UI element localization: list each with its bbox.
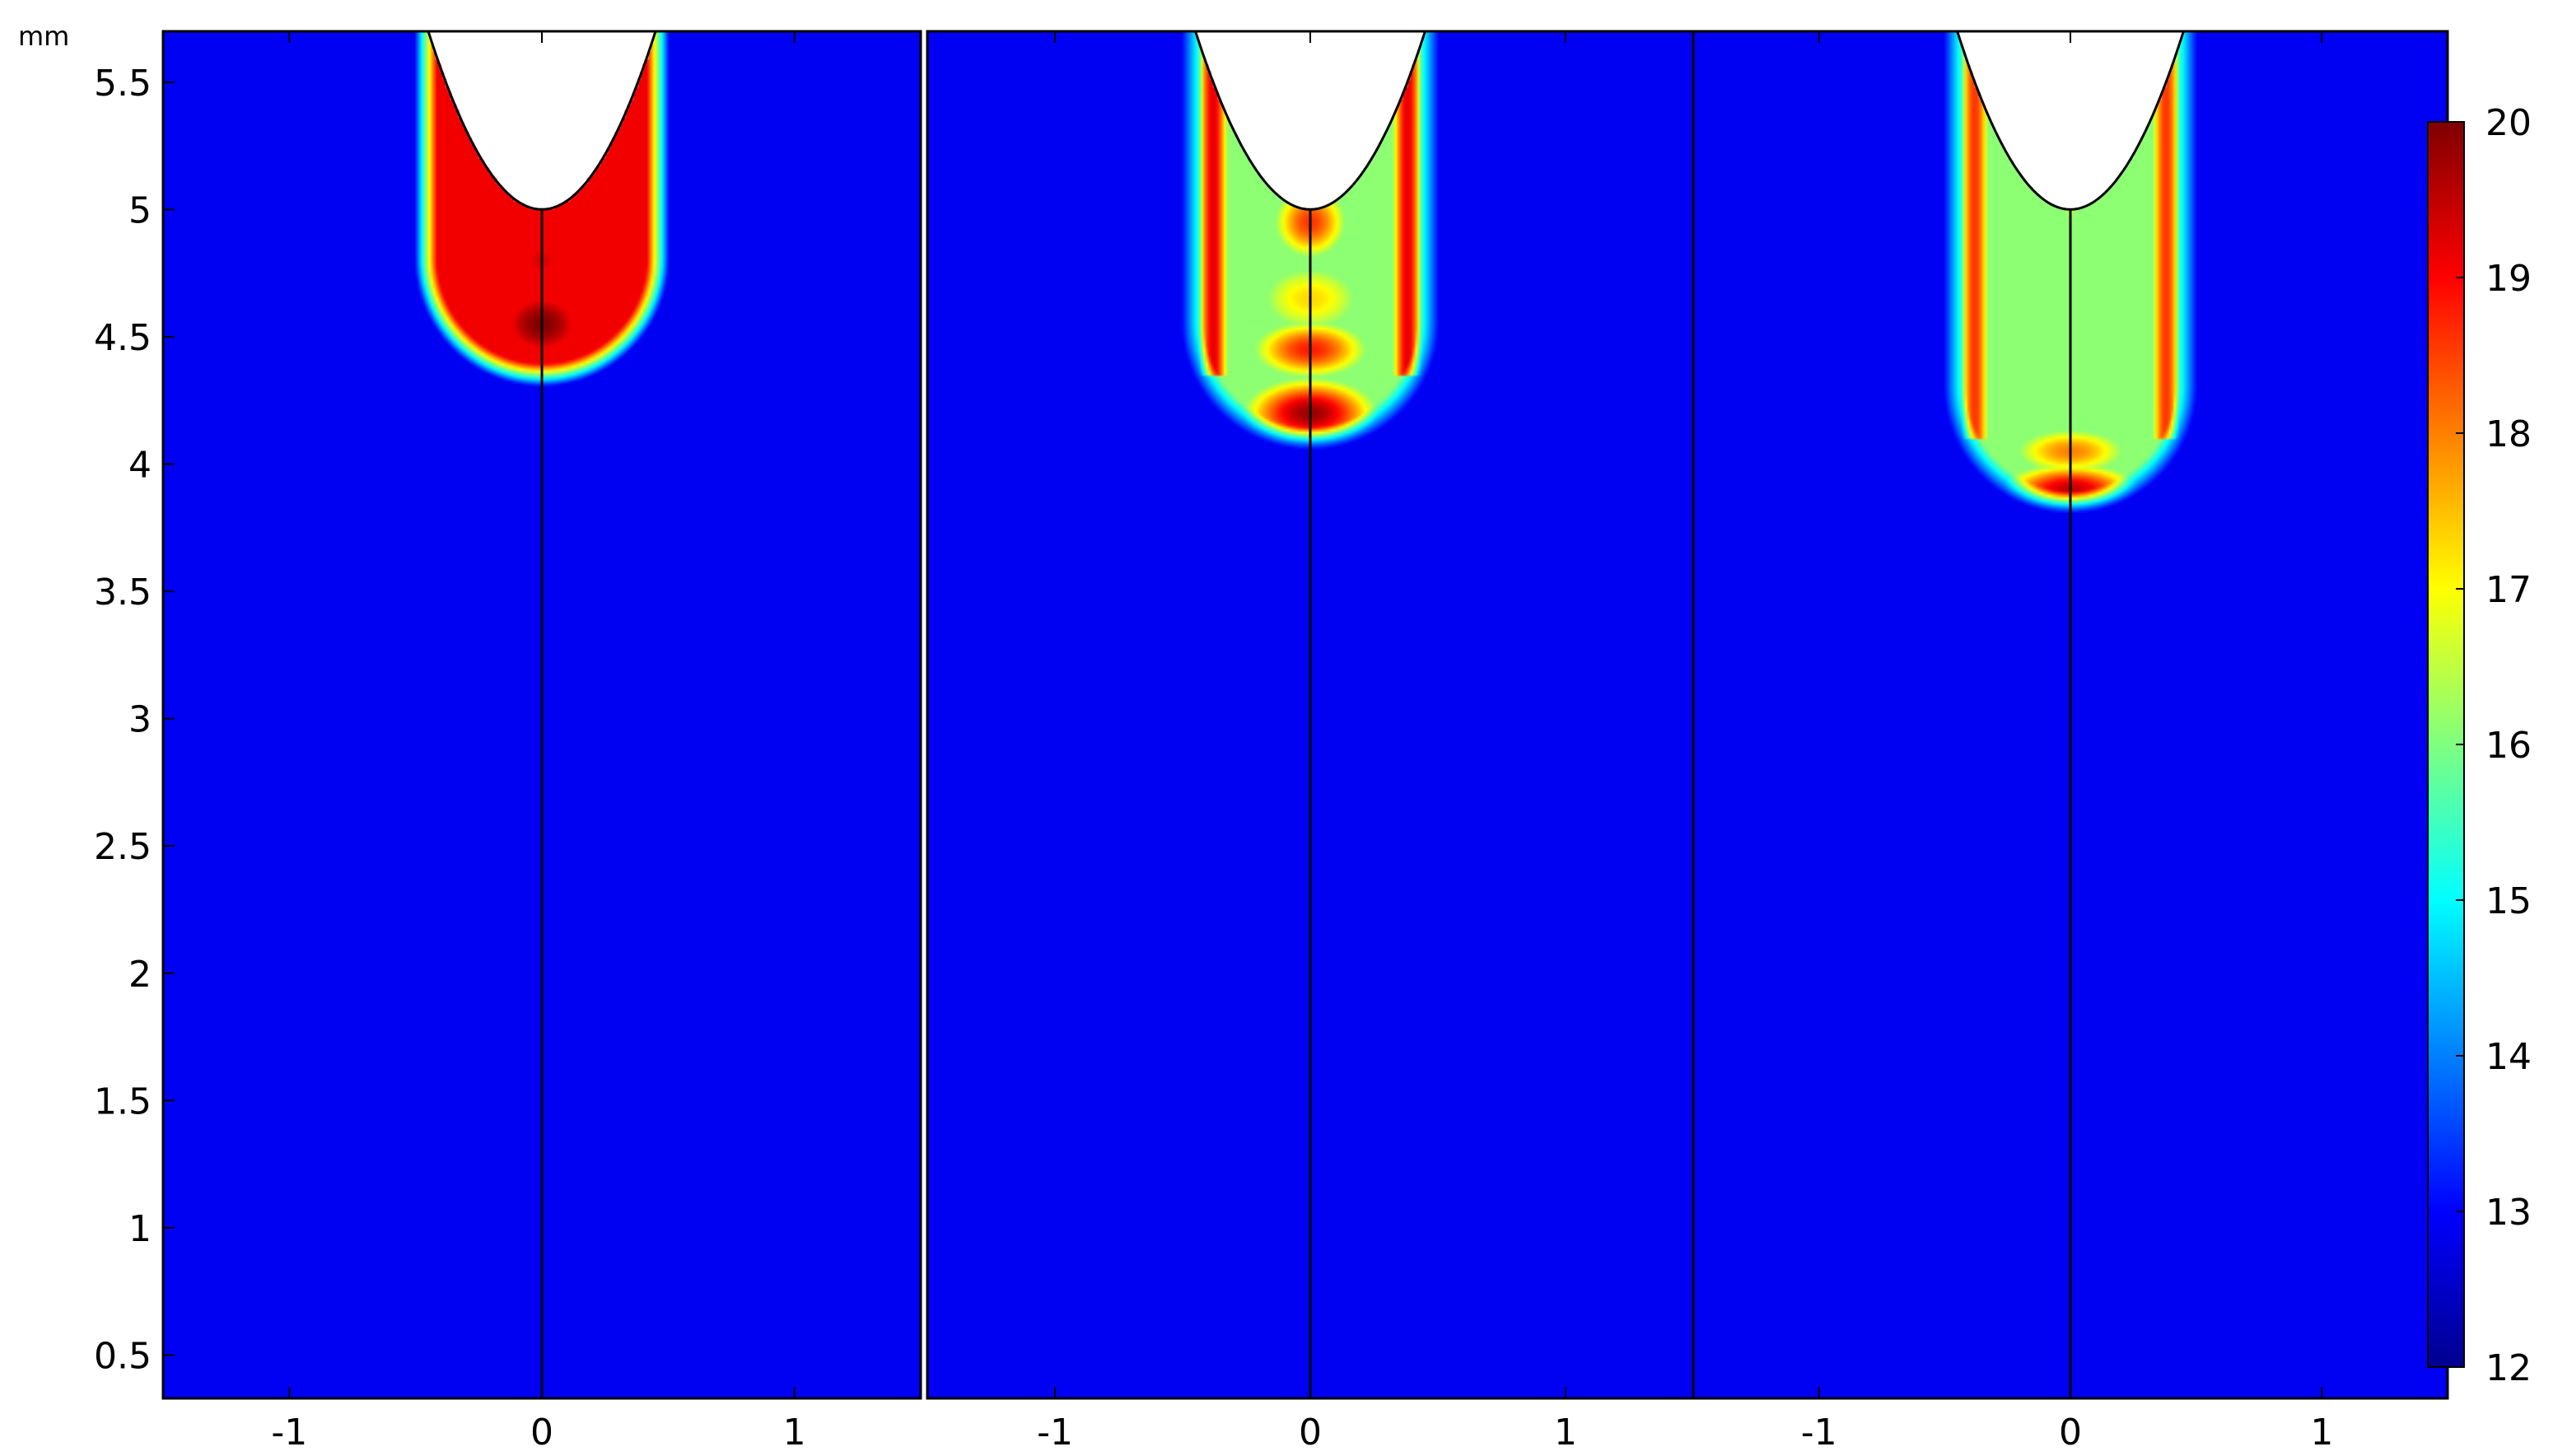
heatmap-panel-2-x-ticks: -1 0 1 bbox=[1037, 31, 1577, 1454]
heatmap-panel-1: -1 0 1 bbox=[161, 30, 922, 1454]
heatmap-panel-3: -1 0 1 bbox=[1692, 30, 2449, 1454]
y-tick-label: 3 bbox=[128, 699, 152, 741]
colorbar-tick-label: 20 bbox=[2485, 102, 2532, 144]
y-tick-label: 4 bbox=[128, 445, 152, 487]
x-tick-label: 1 bbox=[1554, 1412, 1577, 1454]
y-axis: 0.5 1 1.5 2 2.5 3 3.5 4 4.5 5 5.5 bbox=[94, 63, 175, 1377]
y-tick-label: 3.5 bbox=[94, 572, 152, 614]
colorbar-tick-label: 19 bbox=[2485, 258, 2532, 300]
x-tick-label: 1 bbox=[783, 1412, 806, 1454]
colorbar-tick-label: 16 bbox=[2485, 725, 2532, 767]
colorbar-tick-label: 13 bbox=[2485, 1192, 2532, 1234]
x-tick-label: -1 bbox=[1037, 1412, 1073, 1454]
y-tick-label: 1.5 bbox=[94, 1080, 152, 1122]
y-tick-label: 5 bbox=[128, 189, 152, 231]
heatmap-panel-2: -1 0 1 bbox=[926, 30, 1695, 1454]
y-tick-label: 2.5 bbox=[94, 826, 152, 868]
y-tick-label: 4.5 bbox=[94, 317, 152, 359]
y-tick-label: 5.5 bbox=[94, 63, 152, 105]
x-tick-label: 0 bbox=[1299, 1412, 1322, 1454]
x-tick-label: -1 bbox=[271, 1412, 307, 1454]
heatmap-panel-3-x-ticks: -1 0 1 bbox=[1801, 31, 2333, 1454]
colorbar-tick-label: 14 bbox=[2485, 1036, 2532, 1078]
y-unit-label: mm bbox=[18, 21, 69, 52]
colorbar-ticks: 12 13 14 15 16 17 18 19 20 bbox=[2456, 102, 2532, 1389]
y-tick-label: 0.5 bbox=[94, 1335, 152, 1377]
colorbar-tick-label: 15 bbox=[2485, 880, 2532, 922]
x-tick-label: -1 bbox=[1801, 1412, 1837, 1454]
y-tick-label: 1 bbox=[128, 1208, 152, 1250]
colorbar-tick-label: 12 bbox=[2485, 1347, 2532, 1389]
colorbar-tick-label: 17 bbox=[2485, 569, 2532, 611]
y-tick-label: 2 bbox=[128, 954, 152, 996]
x-tick-label: 0 bbox=[2059, 1412, 2082, 1454]
x-tick-label: 1 bbox=[2310, 1412, 2333, 1454]
colorbar: 12 13 14 15 16 17 18 19 20 bbox=[2427, 102, 2532, 1389]
heatmap-panel-1-x-ticks: -1 0 1 bbox=[271, 31, 806, 1454]
x-tick-label: 0 bbox=[530, 1412, 553, 1454]
colorbar-tick-label: 18 bbox=[2485, 413, 2532, 455]
